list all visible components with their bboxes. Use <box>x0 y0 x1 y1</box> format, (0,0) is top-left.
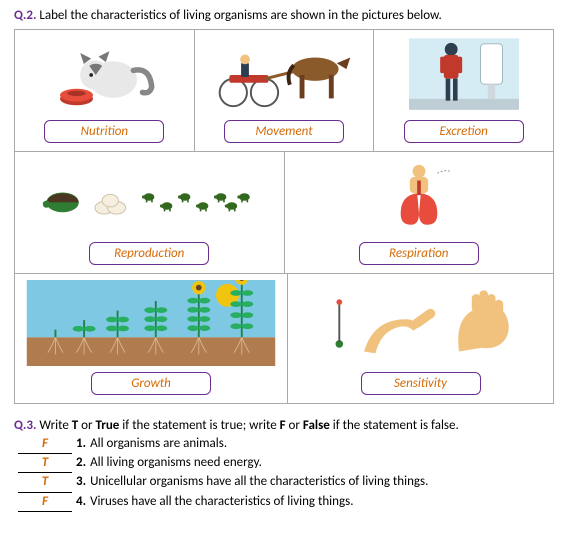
tf-row: T 3. Unicellular organisms have all the … <box>14 473 554 492</box>
tf-num: 4. <box>76 493 86 511</box>
q2-header: Q.2. Label the characteristics of living… <box>14 8 554 23</box>
characteristic-label: Sensitivity <box>361 372 481 395</box>
horse-racing-icon <box>204 36 364 114</box>
q2-prompt: Label the characteristics of living orga… <box>39 8 441 23</box>
q2-grid: Nutrition Movement <box>14 29 554 404</box>
tf-num: 1. <box>76 435 86 453</box>
plant-growth-figure <box>21 280 281 366</box>
hands-touch-figure <box>294 280 547 366</box>
characteristic-label: Reproduction <box>89 242 209 265</box>
q3-prompt-false: False <box>303 418 330 433</box>
cell-reproduction: Reproduction <box>15 152 284 273</box>
hands-touch-icon <box>326 284 516 362</box>
tf-statement: All living organisms need energy. <box>90 454 262 472</box>
q3-header: Q.3. Write T or True if the statement is… <box>14 418 554 433</box>
q2-row: Nutrition Movement <box>15 30 553 151</box>
tf-answer: F <box>18 493 72 512</box>
characteristic-label: Nutrition <box>44 120 164 143</box>
man-urinal-icon <box>409 36 519 114</box>
tf-statement: All organisms are animals. <box>90 435 227 453</box>
tf-statement: Unicellular organisms have all the chara… <box>90 473 428 491</box>
q2-row: Growth Sensitivity <box>15 273 553 403</box>
cell-sensitivity: Sensitivity <box>287 274 553 403</box>
tf-answer: T <box>18 454 72 473</box>
turtle-eggs-icon <box>29 161 269 233</box>
tf-answer: T <box>18 473 72 492</box>
q3-prompt-pre: Write <box>39 418 71 433</box>
tf-row: F 1. All organisms are animals. <box>14 435 554 454</box>
cell-respiration: Respiration <box>284 152 554 273</box>
characteristic-label: Excretion <box>404 120 524 143</box>
horse-racing-figure <box>201 36 368 114</box>
lungs-figure <box>291 158 548 236</box>
tf-statement: Viruses have all the characteristics of … <box>90 493 353 511</box>
tf-num: 2. <box>76 454 86 472</box>
q3-number: Q.3. <box>14 418 36 433</box>
q3-prompt-mid1: or <box>78 418 95 433</box>
turtle-eggs-figure <box>21 158 278 236</box>
cell-movement: Movement <box>194 30 374 151</box>
plant-growth-icon <box>21 280 281 366</box>
q2-row: Reproduction Respiration <box>15 151 553 273</box>
q3-prompt-post: if the statement is false. <box>330 418 459 433</box>
cell-excretion: Excretion <box>373 30 553 151</box>
cat-eating-figure <box>21 36 188 114</box>
cat-eating-icon <box>49 36 159 114</box>
cell-growth: Growth <box>15 274 287 403</box>
q3-prompt-true: True <box>95 418 119 433</box>
tf-row: F 4. Viruses have all the characteristic… <box>14 493 554 512</box>
q3-list: F 1. All organisms are animals. T 2. All… <box>14 435 554 512</box>
lungs-icon <box>364 158 474 236</box>
q3-prompt-mid2: if the statement is true; write <box>119 418 279 433</box>
q2-number: Q.2. <box>14 8 36 23</box>
characteristic-label: Movement <box>224 120 344 143</box>
q3-section: Q.3. Write T or True if the statement is… <box>14 418 554 512</box>
cell-nutrition: Nutrition <box>15 30 194 151</box>
tf-answer: F <box>18 435 72 454</box>
characteristic-label: Respiration <box>359 242 479 265</box>
man-urinal-figure <box>380 36 547 114</box>
tf-num: 3. <box>76 473 86 491</box>
tf-row: T 2. All living organisms need energy. <box>14 454 554 473</box>
characteristic-label: Growth <box>91 372 211 395</box>
q3-prompt-mid3: or <box>286 418 303 433</box>
